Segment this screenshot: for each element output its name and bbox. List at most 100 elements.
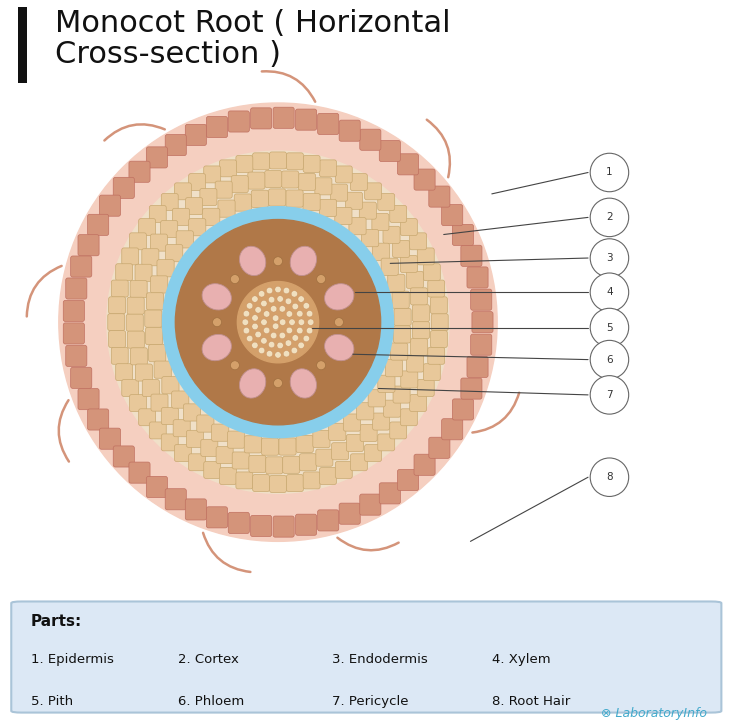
FancyBboxPatch shape <box>424 264 440 281</box>
FancyBboxPatch shape <box>130 348 147 365</box>
FancyBboxPatch shape <box>392 291 409 308</box>
Circle shape <box>298 319 305 325</box>
Circle shape <box>303 335 310 342</box>
FancyBboxPatch shape <box>149 206 166 222</box>
Circle shape <box>590 376 628 414</box>
Circle shape <box>266 287 273 294</box>
FancyBboxPatch shape <box>378 375 395 392</box>
Circle shape <box>284 350 289 357</box>
FancyBboxPatch shape <box>218 200 235 217</box>
FancyBboxPatch shape <box>379 140 400 161</box>
FancyBboxPatch shape <box>400 256 418 272</box>
FancyBboxPatch shape <box>286 190 303 207</box>
FancyBboxPatch shape <box>129 462 150 483</box>
FancyBboxPatch shape <box>430 331 448 348</box>
FancyBboxPatch shape <box>417 379 434 397</box>
FancyBboxPatch shape <box>368 390 386 407</box>
FancyBboxPatch shape <box>126 314 144 332</box>
FancyBboxPatch shape <box>303 193 320 211</box>
Circle shape <box>238 282 319 363</box>
FancyBboxPatch shape <box>165 489 187 510</box>
FancyBboxPatch shape <box>174 183 192 200</box>
FancyBboxPatch shape <box>296 435 313 452</box>
FancyBboxPatch shape <box>442 418 463 439</box>
Circle shape <box>590 239 628 277</box>
FancyBboxPatch shape <box>428 280 445 297</box>
Circle shape <box>284 287 289 294</box>
FancyBboxPatch shape <box>99 195 120 216</box>
FancyBboxPatch shape <box>270 152 286 169</box>
Circle shape <box>292 303 298 310</box>
FancyBboxPatch shape <box>63 323 85 344</box>
Ellipse shape <box>202 284 231 310</box>
FancyBboxPatch shape <box>410 339 428 355</box>
FancyBboxPatch shape <box>228 513 249 534</box>
FancyBboxPatch shape <box>87 409 109 430</box>
Circle shape <box>270 306 277 312</box>
FancyBboxPatch shape <box>99 428 120 450</box>
FancyBboxPatch shape <box>147 147 168 168</box>
FancyBboxPatch shape <box>128 331 144 348</box>
Circle shape <box>255 307 261 313</box>
FancyBboxPatch shape <box>351 454 367 471</box>
FancyBboxPatch shape <box>332 443 348 460</box>
FancyBboxPatch shape <box>149 345 165 362</box>
Text: 8. Root Hair: 8. Root Hair <box>491 695 570 708</box>
FancyBboxPatch shape <box>442 205 463 226</box>
FancyBboxPatch shape <box>130 233 147 250</box>
FancyBboxPatch shape <box>165 245 183 262</box>
FancyBboxPatch shape <box>127 298 144 314</box>
FancyBboxPatch shape <box>135 264 152 282</box>
FancyBboxPatch shape <box>397 153 418 175</box>
Circle shape <box>275 352 281 358</box>
Circle shape <box>590 273 628 311</box>
Circle shape <box>291 290 297 297</box>
FancyBboxPatch shape <box>162 376 179 394</box>
Circle shape <box>292 334 298 341</box>
FancyBboxPatch shape <box>400 409 417 426</box>
Circle shape <box>275 286 281 292</box>
FancyBboxPatch shape <box>300 454 316 471</box>
FancyBboxPatch shape <box>335 461 352 479</box>
Circle shape <box>177 222 378 423</box>
FancyBboxPatch shape <box>219 468 236 484</box>
FancyBboxPatch shape <box>108 313 125 331</box>
FancyBboxPatch shape <box>189 174 206 190</box>
Circle shape <box>252 296 258 302</box>
Text: ⊗ LaboratoryInfo: ⊗ LaboratoryInfo <box>601 707 707 720</box>
Ellipse shape <box>290 246 316 276</box>
FancyBboxPatch shape <box>174 445 192 461</box>
FancyBboxPatch shape <box>172 209 190 225</box>
FancyBboxPatch shape <box>424 363 440 381</box>
Circle shape <box>279 332 286 339</box>
FancyBboxPatch shape <box>231 176 249 193</box>
FancyBboxPatch shape <box>413 305 429 321</box>
Circle shape <box>107 151 449 493</box>
Circle shape <box>273 257 282 266</box>
FancyBboxPatch shape <box>383 227 400 243</box>
FancyBboxPatch shape <box>273 516 295 537</box>
FancyBboxPatch shape <box>335 166 352 183</box>
FancyBboxPatch shape <box>392 240 410 258</box>
FancyBboxPatch shape <box>390 422 407 439</box>
FancyBboxPatch shape <box>407 355 424 372</box>
FancyBboxPatch shape <box>401 371 418 388</box>
Circle shape <box>246 303 253 309</box>
Circle shape <box>163 207 394 437</box>
FancyBboxPatch shape <box>113 177 134 198</box>
FancyBboxPatch shape <box>187 430 203 447</box>
FancyBboxPatch shape <box>262 438 278 455</box>
Circle shape <box>273 379 282 387</box>
Circle shape <box>279 306 286 312</box>
Circle shape <box>243 327 249 334</box>
FancyBboxPatch shape <box>286 153 303 169</box>
FancyBboxPatch shape <box>66 345 87 366</box>
FancyBboxPatch shape <box>397 469 418 491</box>
FancyBboxPatch shape <box>233 452 249 469</box>
Ellipse shape <box>290 369 316 398</box>
FancyBboxPatch shape <box>146 327 163 345</box>
FancyBboxPatch shape <box>203 166 221 183</box>
Circle shape <box>297 311 303 317</box>
FancyBboxPatch shape <box>211 424 229 441</box>
FancyBboxPatch shape <box>228 111 249 132</box>
